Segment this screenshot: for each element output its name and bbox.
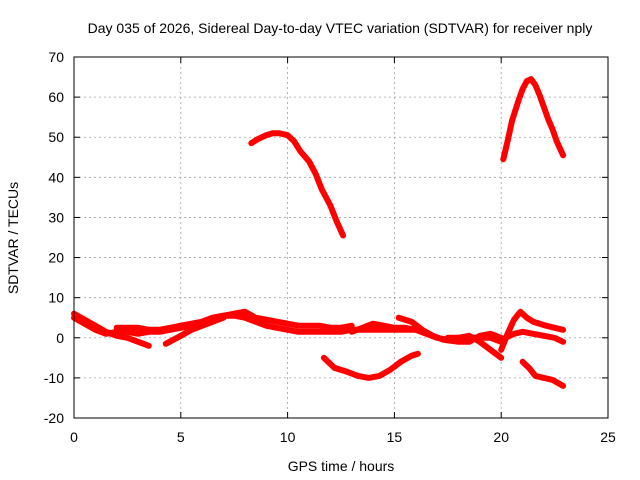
y-tick-label: 50 [48, 129, 64, 145]
y-tick-label: -20 [44, 410, 64, 426]
y-tick-label: 70 [48, 49, 64, 65]
y-tick-label: 20 [48, 250, 64, 266]
series-arc-e [231, 308, 355, 331]
data-series [71, 76, 567, 389]
y-tick-label: 60 [48, 89, 64, 105]
chart-title: Day 035 of 2026, Sidereal Day-to-day VTE… [88, 20, 593, 36]
series-arc-h [444, 332, 505, 361]
y-tick-label: 0 [56, 330, 64, 346]
series-arc-f [348, 320, 419, 335]
y-axis-label: SDTVAR / TECUs [5, 182, 21, 294]
series-arc-i [248, 130, 347, 239]
x-tick-label: 20 [493, 429, 509, 445]
y-tick-label: 10 [48, 290, 64, 306]
x-tick-label: 0 [70, 429, 78, 445]
x-tick-label: 15 [387, 429, 403, 445]
x-tick-label: 25 [600, 429, 616, 445]
series-arc-d [162, 314, 227, 347]
series-arc-m [502, 328, 567, 345]
series-arc-k [500, 76, 567, 163]
plot-frame [73, 56, 609, 419]
y-tick-label: -10 [44, 370, 64, 386]
x-tick-label: 5 [177, 429, 185, 445]
x-tick-label: 10 [280, 429, 296, 445]
series-arc-j [320, 350, 421, 381]
y-tick-label: 30 [48, 209, 64, 225]
series-arc-n [519, 358, 567, 389]
series-arc-l [498, 308, 567, 353]
y-tick-label: 40 [48, 169, 64, 185]
grid-lines [74, 57, 608, 418]
x-axis-label: GPS time / hours [288, 458, 395, 474]
axis-ticks: 0 5 10 15 20 25 -20 -10 0 10 20 30 40 50 60 70 [44, 49, 616, 445]
